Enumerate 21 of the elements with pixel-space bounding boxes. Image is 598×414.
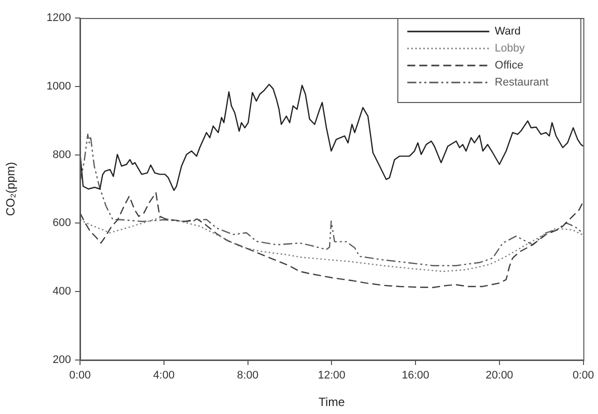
y-tick-label: 600: [52, 217, 71, 230]
x-tick-label: 16:00: [402, 370, 430, 382]
y-tick-label: 400: [52, 286, 71, 298]
y-tick-label: 800: [52, 148, 71, 161]
x-tick-label: 4:00: [153, 370, 175, 382]
text: Lobby: [494, 42, 526, 55]
y-tick-label: 200: [52, 354, 71, 366]
x-tick-label: 0:00: [69, 370, 91, 382]
line-series: [80, 217, 584, 272]
y-tick-label: 1200: [46, 12, 71, 24]
line-series: [80, 192, 584, 288]
x-tick-label: 8:00: [237, 370, 258, 382]
x-tick-label: 20:00: [486, 370, 514, 382]
x-axis-title: Time: [318, 395, 346, 410]
y-axis-title: CO₂(ppm): [4, 162, 18, 216]
y-tick-label: 1000: [46, 80, 71, 92]
x-tick-label: 0:00: [572, 370, 594, 382]
x-tick-label: 12:00: [318, 370, 346, 382]
text: Restaurant: [494, 76, 549, 89]
text: Ward: [494, 26, 521, 38]
text: Office: [494, 60, 524, 72]
